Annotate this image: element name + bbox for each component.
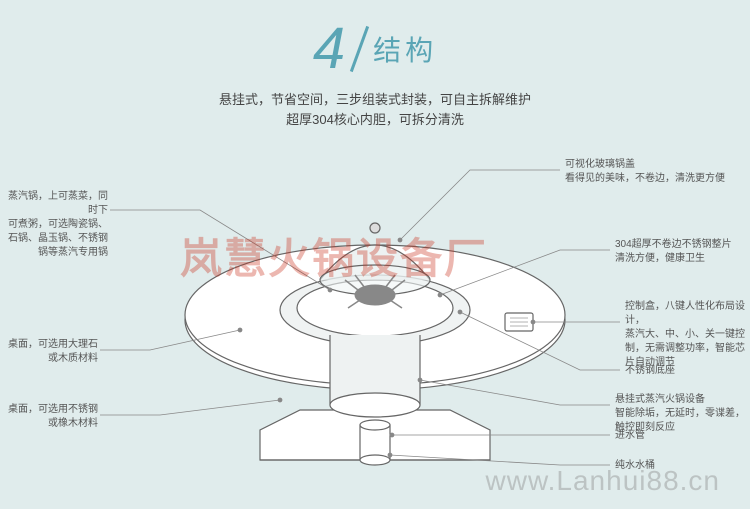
divider-slash [350,25,369,71]
label-table-round: 桌面，可选用不锈钢 或橡木材料 [0,403,98,431]
header: 4 结构 [0,0,750,82]
label-steel-piece: 304超厚不卷边不锈钢整片 清洗方便，健康卫生 [615,238,745,266]
label-steam-pot: 蒸汽锅，上可蒸菜，同时下 可煮粥，可选陶瓷锅、石锅、晶玉锅、不锈钢锅等蒸汽专用锅 [0,190,108,260]
label-steel-base: 不锈钢底座 [625,364,725,378]
subtitle-line2: 超厚304核心内胆，可拆分清洗 [0,110,750,130]
label-control-box: 控制盒，八键人性化布局设计， 蒸汽大、中、小、关一键控制，无需调整功率，智能芯片… [625,300,745,370]
label-water-bucket: 纯水水桶 [615,459,715,473]
section-title: 结构 [373,29,437,69]
label-table-top: 桌面，可选用大理石 或木质材料 [0,338,98,366]
subtitle-line1: 悬挂式，节省空间，三步组装式封装，可自主拆解维护 [0,90,750,110]
label-glass-lid: 可视化玻璃锅盖 看得见的美味，不卷边，清洗更方便 [565,158,735,186]
product-diagram: 可视化玻璃锅盖 看得见的美味，不卷边，清洗更方便 蒸汽锅，上可蒸菜，同时下 可煮… [0,140,750,500]
subtitle: 悬挂式，节省空间，三步组装式封装，可自主拆解维护 超厚304核心内胆，可拆分清洗 [0,90,750,130]
section-number: 4 [313,15,345,82]
label-water-in: 进水管 [615,429,715,443]
